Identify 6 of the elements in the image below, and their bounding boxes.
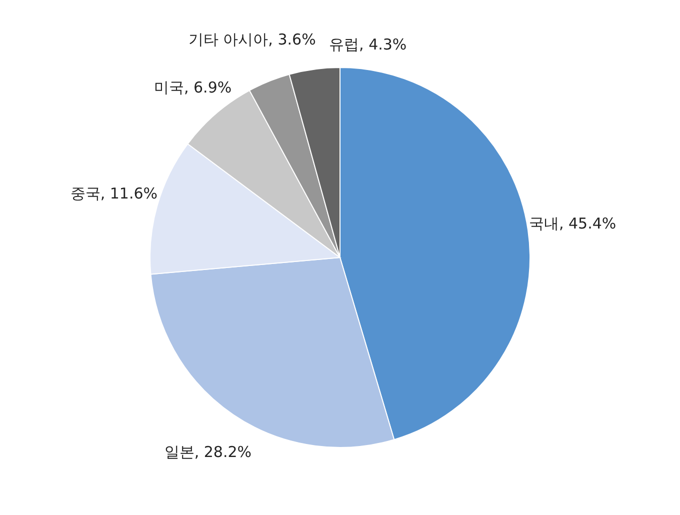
slice-label: 기타 아시아, 3.6% xyxy=(188,30,316,49)
slice-label: 미국, 6.9% xyxy=(154,78,232,96)
slice-label: 일본, 28.2% xyxy=(164,442,252,461)
slice-label: 국내, 45.4% xyxy=(528,214,616,233)
slice-label: 중국, 11.6% xyxy=(70,184,158,202)
slice-label: 유럽, 4.3% xyxy=(329,35,407,54)
